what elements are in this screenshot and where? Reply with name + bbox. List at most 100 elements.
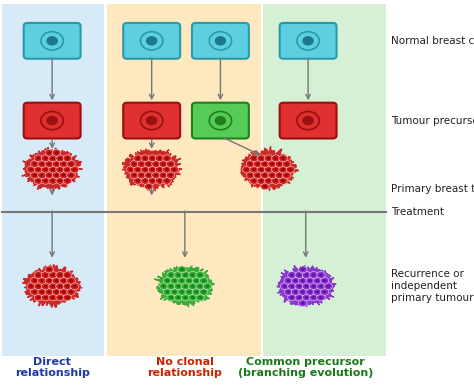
Circle shape <box>36 157 40 160</box>
Circle shape <box>38 172 46 179</box>
Circle shape <box>65 296 69 299</box>
Circle shape <box>174 272 182 279</box>
FancyBboxPatch shape <box>123 103 180 138</box>
Circle shape <box>266 168 271 171</box>
Circle shape <box>299 288 307 295</box>
Circle shape <box>191 273 195 277</box>
Circle shape <box>272 155 280 162</box>
Circle shape <box>63 283 72 290</box>
Circle shape <box>279 177 287 184</box>
Circle shape <box>174 294 182 301</box>
Circle shape <box>315 279 319 282</box>
Circle shape <box>279 155 287 162</box>
Text: Recurrence or
independent
primary tumour: Recurrence or independent primary tumour <box>391 269 474 303</box>
Circle shape <box>162 285 166 288</box>
Circle shape <box>184 273 188 277</box>
Circle shape <box>250 155 258 162</box>
Circle shape <box>284 288 292 295</box>
Circle shape <box>257 177 265 184</box>
Circle shape <box>154 173 158 177</box>
Circle shape <box>268 172 276 179</box>
Circle shape <box>143 157 147 160</box>
Circle shape <box>248 162 252 165</box>
Circle shape <box>51 168 55 171</box>
Circle shape <box>60 277 68 284</box>
Circle shape <box>67 172 75 179</box>
Circle shape <box>40 173 44 177</box>
Circle shape <box>312 285 316 288</box>
FancyBboxPatch shape <box>24 103 81 138</box>
Circle shape <box>172 168 176 171</box>
Circle shape <box>158 168 162 171</box>
Circle shape <box>30 277 39 284</box>
Circle shape <box>51 273 55 277</box>
Circle shape <box>130 160 138 167</box>
Circle shape <box>191 296 195 299</box>
Circle shape <box>58 273 62 277</box>
Circle shape <box>295 294 303 301</box>
Circle shape <box>137 172 146 179</box>
Circle shape <box>313 288 321 295</box>
Circle shape <box>272 177 280 184</box>
Bar <box>2 4 104 356</box>
Polygon shape <box>277 265 336 307</box>
Circle shape <box>38 160 46 167</box>
Circle shape <box>55 290 58 293</box>
Circle shape <box>191 285 195 288</box>
Text: No clonal
relationship: No clonal relationship <box>147 357 222 378</box>
Circle shape <box>317 272 325 279</box>
Circle shape <box>299 300 307 307</box>
Circle shape <box>281 168 285 171</box>
Circle shape <box>313 277 321 284</box>
Circle shape <box>27 283 36 290</box>
Circle shape <box>145 172 153 179</box>
Circle shape <box>259 179 263 182</box>
Circle shape <box>163 177 171 184</box>
Circle shape <box>41 283 50 290</box>
Circle shape <box>38 277 46 284</box>
Circle shape <box>281 283 289 290</box>
Circle shape <box>176 296 180 299</box>
Circle shape <box>145 160 153 167</box>
Circle shape <box>143 179 147 182</box>
Circle shape <box>299 277 307 284</box>
Circle shape <box>317 294 325 301</box>
Circle shape <box>34 166 43 173</box>
Circle shape <box>301 268 305 271</box>
Circle shape <box>202 290 206 293</box>
Circle shape <box>47 162 51 165</box>
Circle shape <box>52 288 61 295</box>
Circle shape <box>30 172 39 179</box>
Circle shape <box>274 157 278 160</box>
FancyBboxPatch shape <box>192 23 249 59</box>
Circle shape <box>176 285 180 288</box>
Circle shape <box>73 168 77 171</box>
Circle shape <box>200 277 208 284</box>
Circle shape <box>44 285 47 288</box>
Circle shape <box>34 283 43 290</box>
Circle shape <box>67 288 75 295</box>
Circle shape <box>320 288 329 295</box>
Circle shape <box>185 288 193 295</box>
Circle shape <box>129 168 133 171</box>
Circle shape <box>40 290 44 293</box>
Circle shape <box>41 177 50 184</box>
Circle shape <box>65 168 69 171</box>
Circle shape <box>134 155 142 162</box>
Circle shape <box>56 177 64 184</box>
Circle shape <box>173 290 177 293</box>
Circle shape <box>130 172 138 179</box>
Circle shape <box>295 283 303 290</box>
Circle shape <box>323 290 327 293</box>
Circle shape <box>127 166 135 173</box>
Circle shape <box>58 168 62 171</box>
FancyBboxPatch shape <box>280 103 337 138</box>
Polygon shape <box>22 147 82 190</box>
Circle shape <box>163 166 171 173</box>
Circle shape <box>69 173 73 177</box>
Circle shape <box>312 296 316 299</box>
Circle shape <box>55 151 58 154</box>
Circle shape <box>52 149 61 156</box>
Circle shape <box>294 279 298 282</box>
Circle shape <box>56 272 64 279</box>
